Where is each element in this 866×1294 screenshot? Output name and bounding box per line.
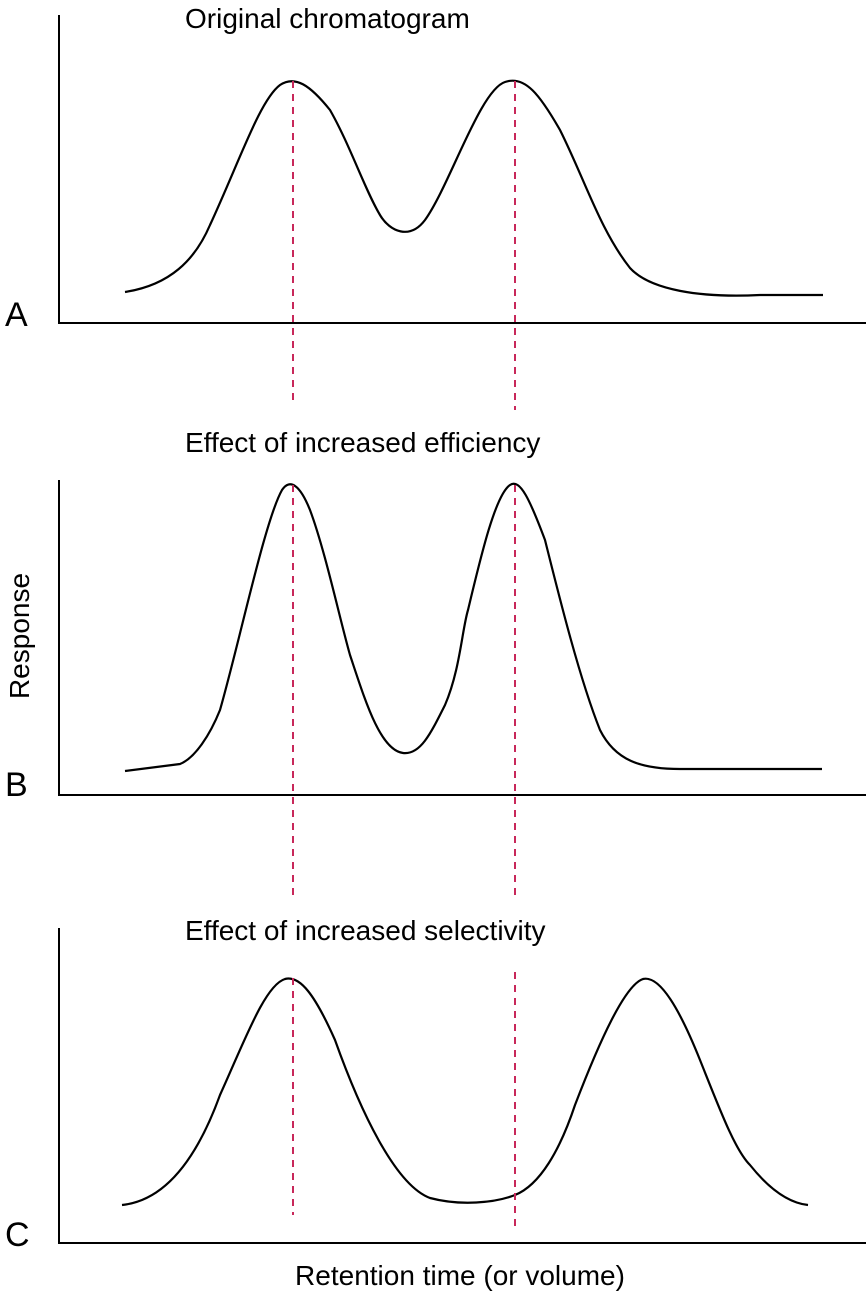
x-axis-label: Retention time (or volume)	[295, 1260, 625, 1291]
panel-b-axes	[58, 480, 866, 796]
panel-c-axes	[58, 928, 866, 1244]
panel-a-letter: A	[5, 296, 28, 334]
panel-c-chromatogram-curve	[121, 977, 809, 1207]
panel-c: Effect of increased selectivity C	[5, 915, 866, 1254]
panel-b-chromatogram-curve	[124, 482, 822, 773]
panel-a-title: Original chromatogram	[185, 3, 470, 34]
panel-b: Effect of increased efficiency B	[5, 427, 866, 895]
panel-a-chromatogram-curve	[124, 79, 823, 297]
panel-b-letter: B	[5, 766, 28, 804]
panel-b-title: Effect of increased efficiency	[185, 427, 540, 458]
panel-a-axes	[58, 15, 866, 324]
panel-a: Original chromatogram A	[5, 3, 866, 410]
panel-c-letter: C	[5, 1216, 30, 1254]
y-axis-label: Response	[4, 573, 35, 699]
panel-c-title: Effect of increased selectivity	[185, 915, 546, 946]
